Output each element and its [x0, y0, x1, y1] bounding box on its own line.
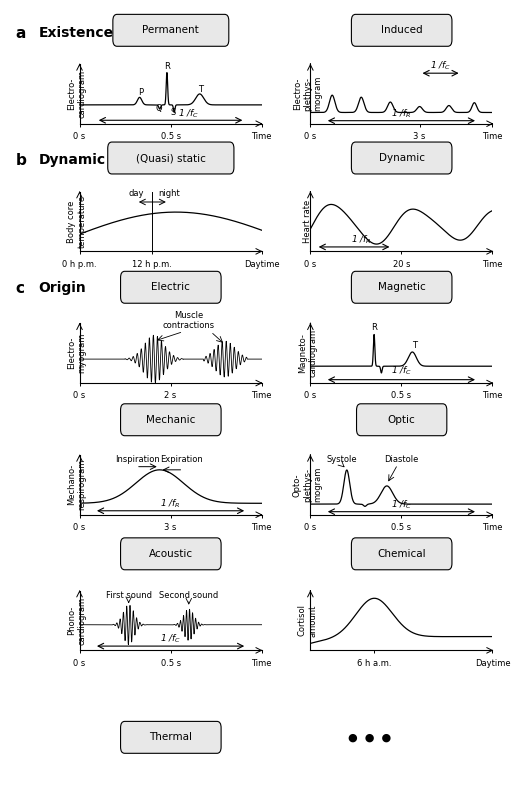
Text: Thermal: Thermal: [149, 733, 192, 742]
Text: Optic: Optic: [388, 415, 416, 425]
Text: (Quasi) static: (Quasi) static: [136, 153, 206, 163]
Text: 1 /$f_C$: 1 /$f_C$: [391, 498, 412, 511]
Y-axis label: Phono-
cardiogram: Phono- cardiogram: [67, 596, 86, 645]
Text: 1 /$f_C$: 1 /$f_C$: [391, 365, 412, 377]
Y-axis label: Heart rate: Heart rate: [303, 200, 312, 243]
Text: Inspiration: Inspiration: [115, 455, 160, 464]
Text: ●  ●  ●: ● ● ●: [348, 733, 391, 742]
Text: a: a: [15, 26, 26, 41]
Text: Q: Q: [155, 105, 162, 113]
Text: Muscle
contractions: Muscle contractions: [163, 310, 215, 330]
Text: 1 /$f_R$: 1 /$f_R$: [351, 234, 371, 247]
Y-axis label: Electro-
myogram: Electro- myogram: [67, 333, 86, 373]
Text: Origin: Origin: [38, 281, 86, 295]
Text: First sound: First sound: [106, 591, 152, 599]
Text: Systole: Systole: [326, 455, 357, 464]
Text: 1 /$f_R$: 1 /$f_R$: [160, 497, 181, 510]
Text: Diastole: Diastole: [384, 455, 419, 464]
Text: Acoustic: Acoustic: [149, 549, 193, 559]
Text: R: R: [371, 323, 377, 332]
Y-axis label: Body core
temperature: Body core temperature: [67, 195, 86, 248]
Text: 1 /$f_C$: 1 /$f_C$: [160, 633, 181, 646]
Text: R: R: [164, 62, 169, 71]
Y-axis label: Cortisol
amount: Cortisol amount: [298, 604, 317, 637]
Text: Electric: Electric: [151, 282, 190, 292]
Text: 1 /$f_C$: 1 /$f_C$: [178, 107, 200, 120]
Text: b: b: [15, 153, 26, 168]
Y-axis label: Electro-
cardiogram: Electro- cardiogram: [67, 69, 86, 118]
Text: 1 /$f_C$: 1 /$f_C$: [430, 59, 451, 72]
Text: Chemical: Chemical: [378, 549, 426, 559]
Text: S: S: [171, 108, 176, 117]
Text: Expiration: Expiration: [160, 455, 203, 464]
Y-axis label: Magneto-
cardiogram: Magneto- cardiogram: [298, 329, 317, 377]
Text: Dynamic: Dynamic: [379, 153, 425, 163]
Text: Magnetic: Magnetic: [378, 282, 426, 292]
Text: Induced: Induced: [381, 26, 423, 35]
Y-axis label: Mechano-
respirogram: Mechano- respirogram: [67, 459, 86, 511]
Text: 1 /$f_R$: 1 /$f_R$: [391, 107, 412, 120]
Text: Second sound: Second sound: [159, 591, 219, 599]
Text: P: P: [138, 88, 143, 97]
Y-axis label: Electro-
plethys-
mogram: Electro- plethys- mogram: [293, 76, 323, 112]
Text: c: c: [15, 281, 25, 296]
Text: night: night: [158, 189, 180, 199]
Text: Permanent: Permanent: [143, 26, 199, 35]
Text: T: T: [198, 85, 203, 94]
Text: Mechanic: Mechanic: [146, 415, 195, 425]
Text: Dynamic: Dynamic: [38, 153, 106, 168]
Text: day: day: [128, 189, 144, 199]
Text: Existence: Existence: [38, 26, 113, 40]
Text: T: T: [411, 341, 417, 350]
Y-axis label: Opto-
plethys-
mogram: Opto- plethys- mogram: [293, 467, 323, 503]
